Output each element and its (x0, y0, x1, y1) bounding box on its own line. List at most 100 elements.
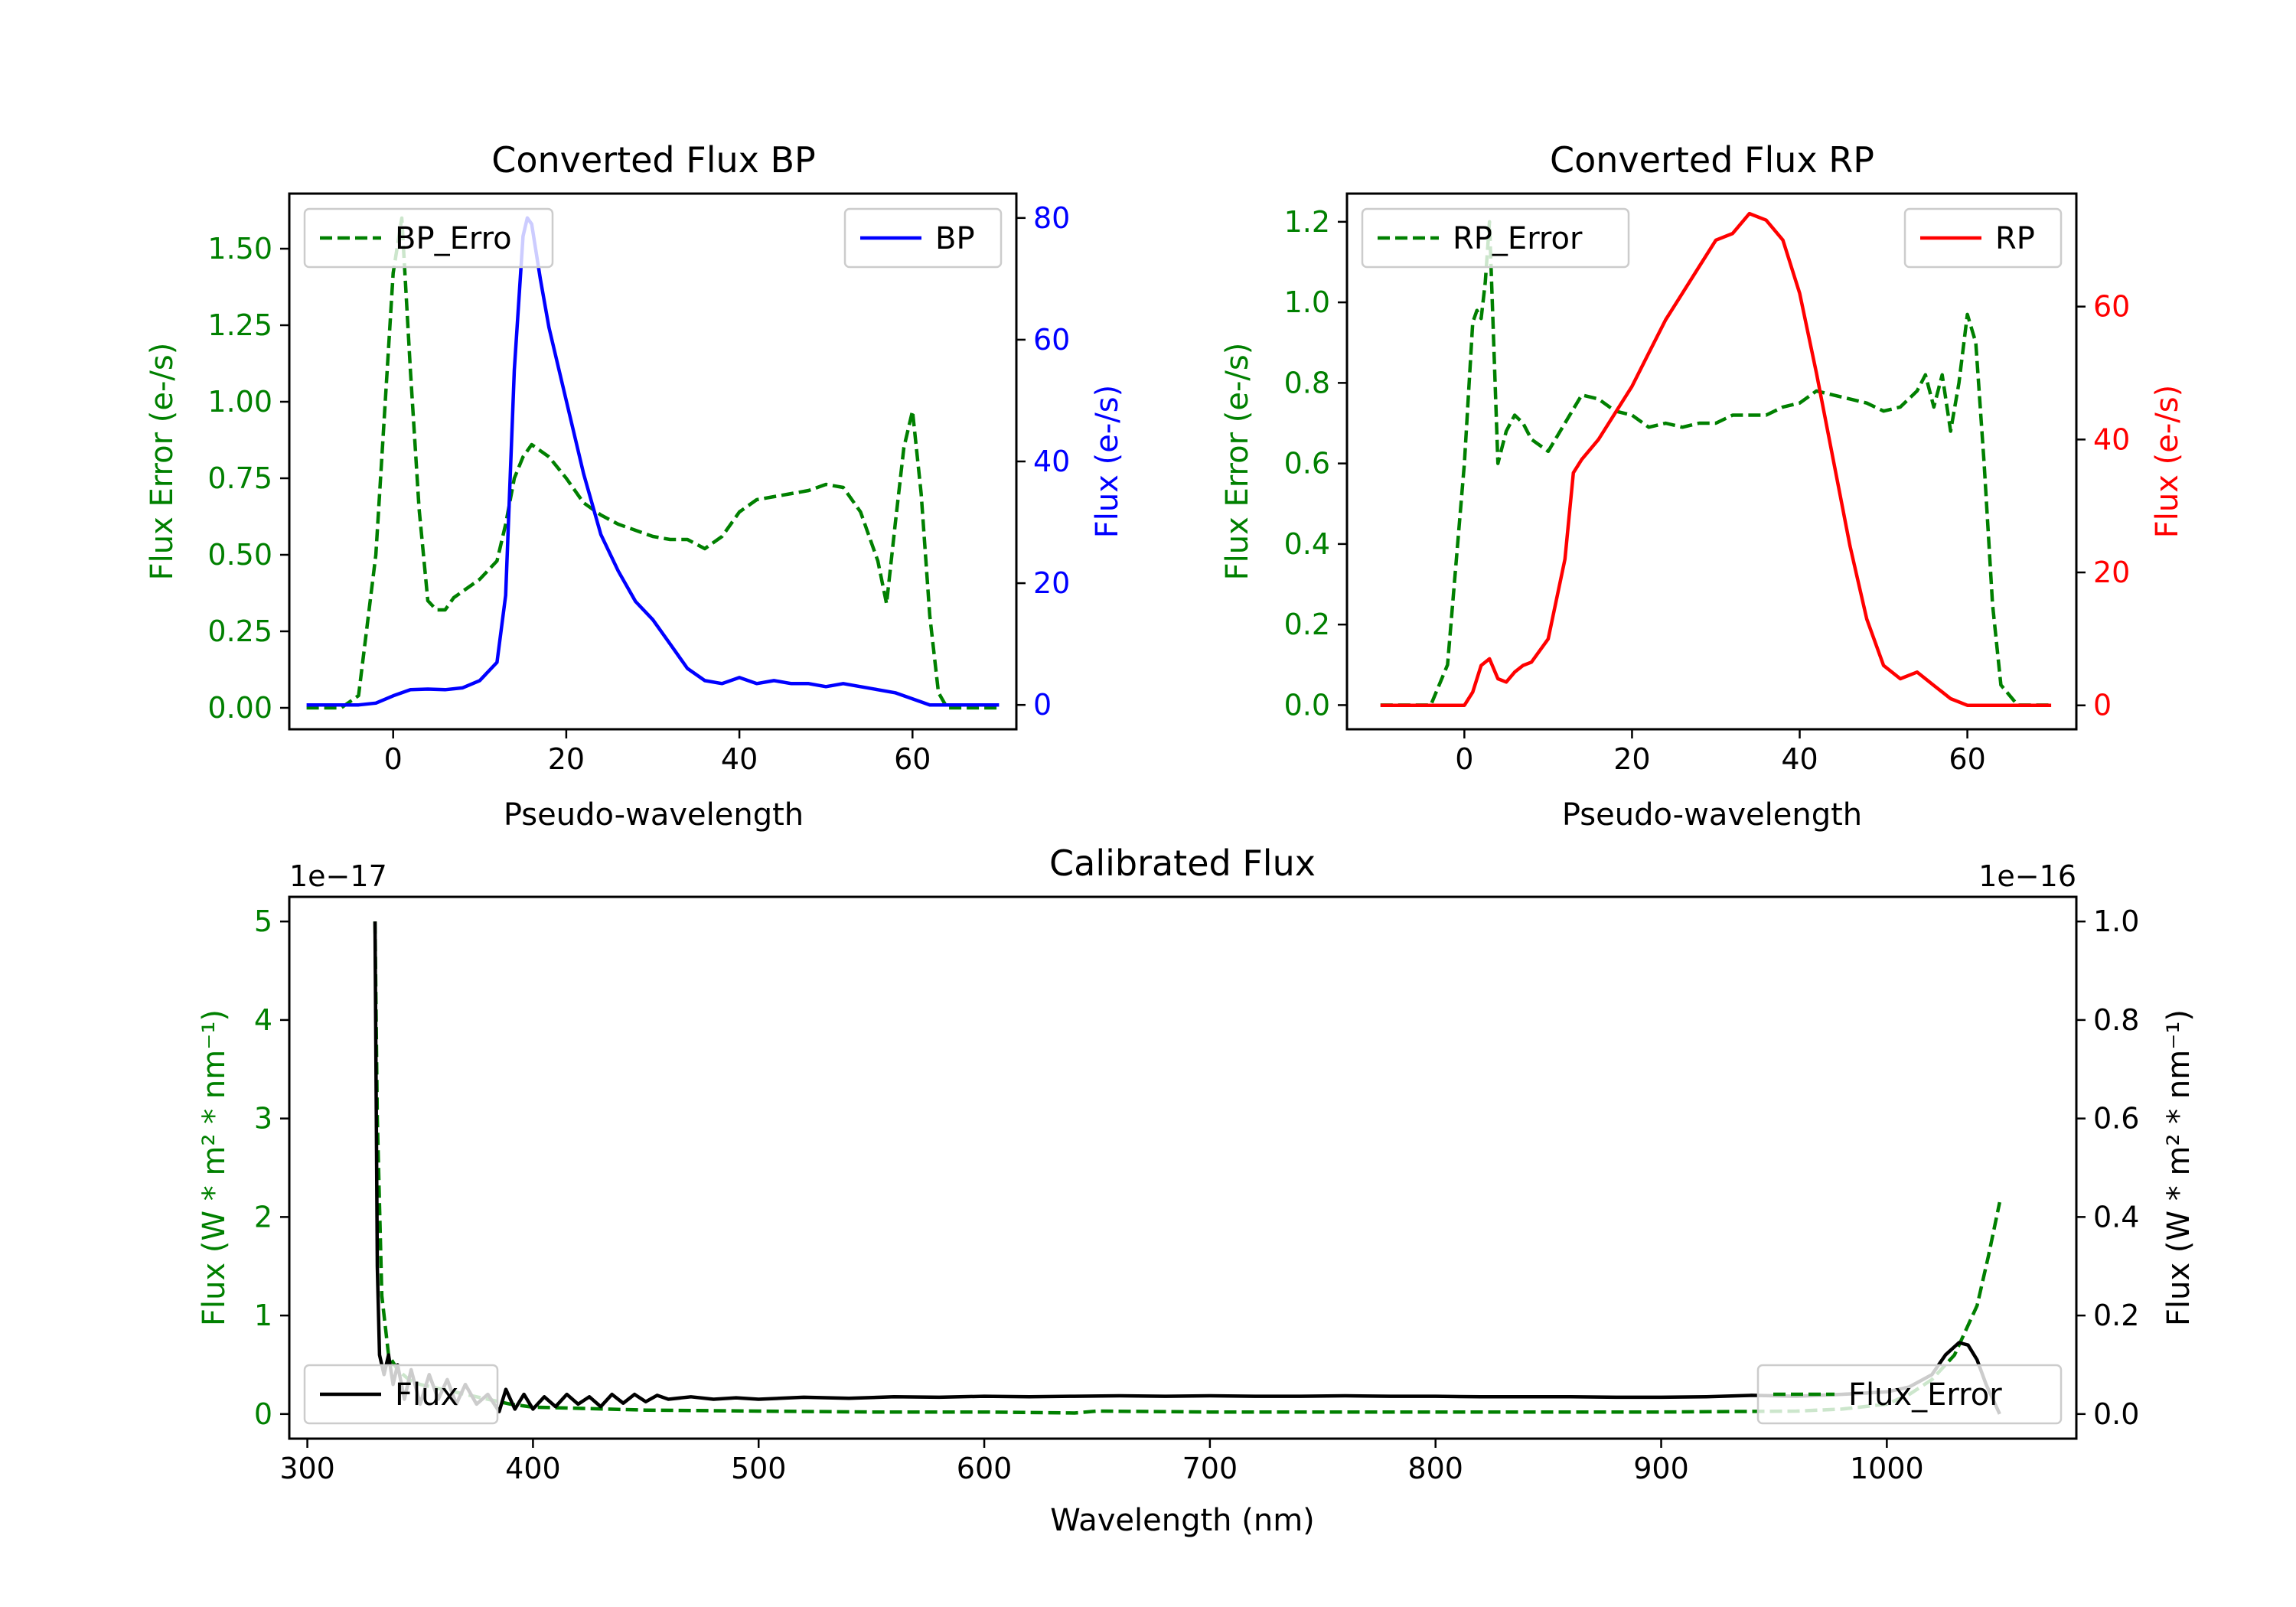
rp-right-tick-label: 20 (2093, 556, 2130, 589)
cal-right-tick-label: 0.0 (2093, 1397, 2139, 1431)
rp-x-tick-label: 20 (1613, 742, 1650, 776)
bp-legend-box (843, 207, 1003, 269)
bp-right-axis: 0 20 40 60 80 (1016, 201, 1070, 722)
rp-chart-plot-area (1380, 211, 2052, 707)
rp-x-tick-label: 40 (1781, 742, 1818, 776)
bp-right-tick-label: 60 (1033, 323, 1070, 357)
cal-x-tick-label: 500 (731, 1452, 787, 1485)
bp-left-tick-label: 0.00 (207, 691, 272, 725)
cal-x-tick-label: 900 (1633, 1452, 1689, 1485)
rp-right-axis: 0 20 40 60 (2076, 290, 2130, 722)
rp-left-tick-label: 0.2 (1284, 608, 1330, 641)
rp-left-tick-label: 1.2 (1284, 205, 1330, 239)
cal-right-tick-label: 1.0 (2093, 905, 2139, 938)
rp-right-tick-label: 0 (2093, 689, 2112, 722)
bp-left-tick-label: 0.25 (207, 614, 272, 648)
bp-chart-title: Converted Flux BP (491, 139, 816, 181)
rp-chart-title: Converted Flux RP (1550, 139, 1874, 181)
cal-x-tick-label: 400 (505, 1452, 561, 1485)
cal-right-tick-label: 0.2 (2093, 1299, 2139, 1332)
bp-right-tick-label: 0 (1033, 688, 1052, 722)
calibrated-right-offset-label: 1e−16 (1978, 859, 2076, 893)
cal-right-tick-label: 0.4 (2093, 1200, 2139, 1234)
rp-chart-legend: RP_Error RP (1361, 207, 2063, 269)
bp-left-tick-label: 1.25 (207, 308, 272, 342)
rp-x-tick-label: 0 (1455, 742, 1473, 776)
bp-left-axis: 0.00 0.25 0.50 0.75 1.00 1.25 1.50 (207, 232, 289, 725)
rp-right-tick-label: 60 (2093, 290, 2130, 324)
rp-x-axis: 0 20 40 60 (1455, 729, 1986, 776)
bp-x-tick-label: 20 (548, 742, 585, 776)
bp-legend-box (303, 207, 554, 269)
rp-series-rp-line (1380, 211, 2052, 707)
rp-chart-frame (1345, 192, 2078, 731)
bp-left-tick-label: 0.50 (207, 538, 272, 572)
rp-x-axis-label: Pseudo-wavelength (1562, 797, 1862, 833)
bp-right-axis-label: Flux (e-/s) (1090, 385, 1125, 538)
bp-series-bp-line (306, 216, 1000, 707)
cal-left-tick-label: 4 (254, 1003, 272, 1037)
rp-left-tick-label: 0.0 (1284, 688, 1330, 722)
bp-right-tick-label: 40 (1033, 445, 1070, 478)
calibrated-left-axis-label: Flux (W * m² * nm⁻¹) (197, 1009, 232, 1326)
calibrated-x-axis-label: Wavelength (nm) (1050, 1503, 1315, 1538)
cal-legend-box (1756, 1364, 2063, 1425)
calibrated-right-axis: 0.0 0.2 0.4 0.6 0.8 1.0 (2076, 905, 2139, 1431)
bp-left-tick-label: 1.50 (207, 232, 272, 266)
bp-left-tick-label: 0.75 (207, 461, 272, 495)
calibrated-left-axis: 0 1 2 3 4 5 (254, 905, 289, 1431)
bp-x-axis-label: Pseudo-wavelength (504, 797, 804, 833)
rp-legend-label: RP (1995, 221, 2035, 256)
cal-right-tick-label: 0.8 (2093, 1003, 2139, 1037)
cal-left-tick-label: 0 (254, 1397, 272, 1431)
bp-x-axis: 0 20 40 60 (384, 729, 931, 776)
rp-right-axis-label: Flux (e-/s) (2150, 385, 2185, 538)
rp-series-rp-error-line (1380, 220, 2052, 707)
rp-right-tick-label: 40 (2093, 422, 2130, 456)
cal-x-tick-label: 1000 (1850, 1452, 1924, 1485)
cal-legend-label: Flux_Error (1848, 1377, 2002, 1413)
rp-left-axis-label: Flux Error (e-/s) (1220, 343, 1255, 581)
cal-x-tick-label: 700 (1182, 1452, 1238, 1485)
cal-x-tick-label: 800 (1407, 1452, 1463, 1485)
rp-x-tick-label: 60 (1949, 742, 1985, 776)
cal-left-tick-label: 1 (254, 1299, 272, 1332)
calibrated-chart-title: Calibrated Flux (1049, 843, 1316, 884)
rp-legend-box (1903, 207, 2063, 269)
rp-left-tick-label: 0.6 (1284, 447, 1330, 481)
rp-legend-label: RP_Error (1453, 221, 1583, 256)
rp-chart-panel: Converted Flux RP 0.00.20.40.60.81.01.2 … (1220, 139, 2185, 833)
bp-chart-legend: BP_Erro BP (303, 207, 1003, 269)
bp-right-tick-label: 20 (1033, 566, 1070, 600)
cal-legend-label: Flux (395, 1377, 458, 1413)
bp-chart-plot-area (306, 216, 1000, 710)
cal-x-tick-label: 300 (279, 1452, 335, 1485)
rp-left-tick-label: 0.8 (1284, 366, 1330, 399)
bp-series-bp-error-line (306, 216, 1000, 710)
bp-left-tick-label: 1.00 (207, 385, 272, 419)
calibrated-chart-frame (288, 895, 2078, 1440)
rp-left-tick-label: 0.4 (1284, 527, 1330, 561)
calibrated-right-axis-label: Flux (W * m² * nm⁻¹) (2161, 1009, 2197, 1326)
bp-legend-label: BP (935, 221, 975, 256)
cal-right-tick-label: 0.6 (2093, 1102, 2139, 1136)
bp-legend-label: BP_Erro (395, 221, 512, 256)
calibrated-chart-legend: Flux Flux_Error (303, 1364, 2063, 1425)
bp-x-tick-label: 0 (384, 742, 403, 776)
rp-left-tick-label: 1.0 (1284, 285, 1330, 319)
calibrated-left-offset-label: 1e−17 (289, 859, 387, 893)
cal-left-tick-label: 5 (254, 905, 272, 938)
calibrated-chart-panel: Calibrated Flux 0 1 2 3 4 5 0.0 0.2 0.4 0.6 0.8 1.… (197, 843, 2197, 1538)
rp-legend-box (1361, 207, 1630, 269)
cal-legend-box (303, 1364, 499, 1425)
bp-x-tick-label: 60 (894, 742, 931, 776)
bp-left-axis-label: Flux Error (e-/s) (145, 343, 180, 581)
rp-left-axis: 0.0 0.2 0.4 0.6 0.8 1.0 1.2 (1284, 205, 1347, 722)
cal-x-tick-label: 600 (957, 1452, 1013, 1485)
bp-chart-panel: Converted Flux BP 0.00 0.25 0.50 0.75 1.00 1.… (145, 139, 1125, 833)
bp-right-tick-label: 80 (1033, 201, 1070, 235)
cal-left-tick-label: 2 (254, 1200, 272, 1234)
bp-x-tick-label: 40 (721, 742, 758, 776)
calibrated-x-axis: 300 400 500 600 700 800 900 1000 (279, 1439, 1924, 1485)
